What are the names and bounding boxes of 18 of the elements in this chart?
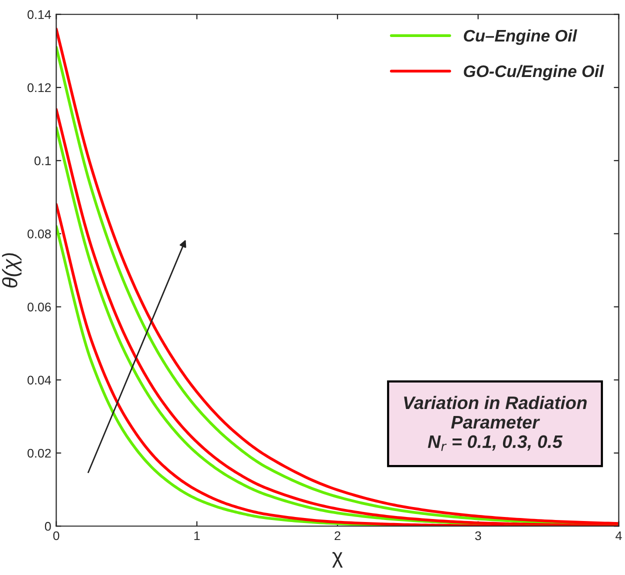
legend-label: GO-Cu/Engine Oil: [464, 64, 604, 80]
y-tick-label: 0.02: [28, 448, 51, 458]
y-tick-label: 0: [44, 522, 51, 531]
legend-label: Cu–Engine Oil: [464, 29, 578, 45]
y-tick-label: 0.06: [28, 302, 51, 312]
y-tick-label: 0.08: [28, 229, 51, 238]
y-tick-label: 0.1: [34, 156, 51, 166]
y-tick-label: 0.12: [28, 83, 51, 92]
x-axis-title: χ: [332, 552, 343, 568]
x-tick-label: 4: [616, 531, 622, 540]
y-tick-label: 0.14: [28, 10, 52, 20]
x-tick-label: 2: [334, 531, 340, 540]
y-tick-label: 0.04: [28, 376, 52, 385]
x-tick-label: 1: [194, 531, 200, 540]
x-tick-label: 3: [475, 531, 482, 540]
annotation: Variation in Radiation Parameter N$_{r}$ = 0.1, 0.3, 0.5: [404, 396, 587, 451]
y-axis-title: θ(χ): [2, 253, 22, 288]
x-tick-label: 0: [53, 531, 60, 540]
